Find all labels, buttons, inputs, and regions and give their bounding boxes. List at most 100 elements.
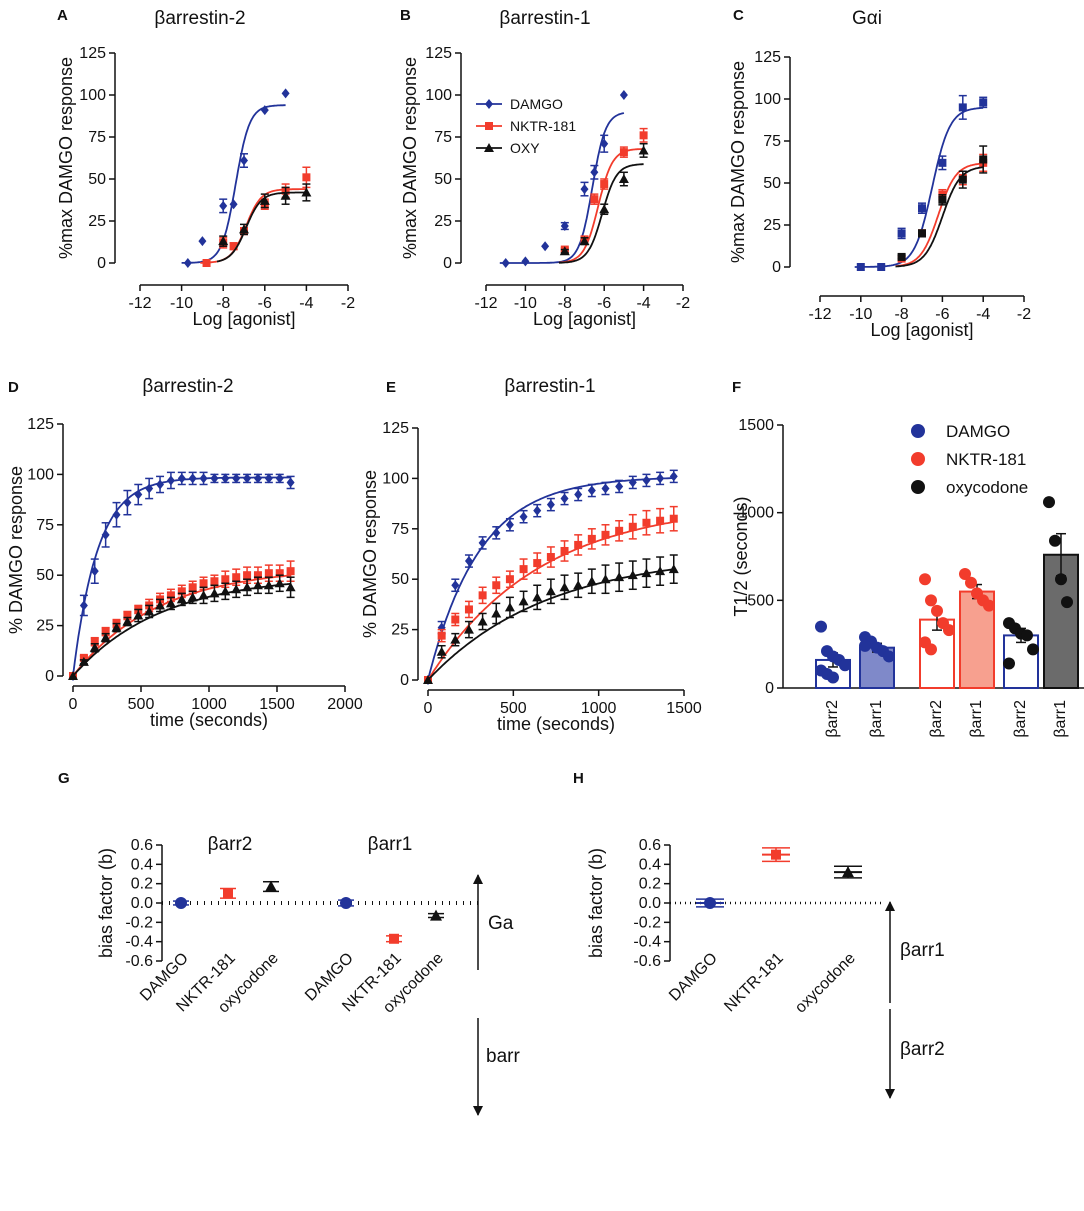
y-tick-label: -0.6 xyxy=(633,953,661,970)
x-tick-label: -2 xyxy=(1017,306,1031,323)
y-tick-label: 0.0 xyxy=(639,895,661,912)
data-point-DAMGO xyxy=(79,600,88,611)
data-point-oxycodone xyxy=(979,155,988,164)
x-tick-label: -10 xyxy=(170,295,193,312)
data-point-OXY xyxy=(641,568,652,578)
y-tick-label: 75 xyxy=(36,517,54,534)
fit-curve-NKTR-181 xyxy=(895,162,984,268)
panel-title: βarrestin-2 xyxy=(142,376,233,397)
panel-F: F 0 500 1000 1500 T1/2 (seconds) βarr2 βarr1 βar… xyxy=(731,379,1084,738)
data-point-OXY xyxy=(301,187,312,197)
data-point xyxy=(1043,496,1055,509)
data-point-DAMGO xyxy=(478,537,487,548)
y-tick-label: 125 xyxy=(382,420,409,437)
data-point-NKTR-181 xyxy=(590,195,599,204)
y-tick-label: -0.6 xyxy=(125,953,153,970)
panel-letter: H xyxy=(573,770,584,787)
data-point-NKTR-181 xyxy=(229,242,238,251)
data-point-DAMGO xyxy=(464,556,473,567)
panel-G: G -0.6 -0.4 -0.2 0.0 0.2 0.4 0.6 bias factor (b)… xyxy=(58,770,520,1116)
y-tick-label: 0.4 xyxy=(639,856,661,873)
x-axis-label: Log [agonist] xyxy=(533,309,636,329)
x-tick-label: -8 xyxy=(558,295,572,312)
y-tick-label: 0.0 xyxy=(131,895,153,912)
arrow-up-head xyxy=(885,901,895,911)
x-axis-label: time (seconds) xyxy=(497,714,615,734)
data-point-DAMGO xyxy=(243,473,252,484)
y-tick-label: 50 xyxy=(763,175,781,192)
y-tick-label: 500 xyxy=(747,592,774,609)
data-point xyxy=(931,604,943,617)
data-point-NKTR-181 xyxy=(619,148,628,157)
data-point-oxycodone xyxy=(938,195,947,204)
data-point-DAMGO xyxy=(574,489,583,500)
data-point-OXY xyxy=(176,594,187,604)
y-tick-label: 0.6 xyxy=(639,837,661,854)
x-tick-label: -12 xyxy=(808,306,831,323)
y-tick-label: -0.2 xyxy=(125,914,153,931)
data-point-DAMGO xyxy=(112,509,121,520)
y-tick-label: 75 xyxy=(391,521,409,538)
data-point-NKTR-181 xyxy=(464,605,473,614)
data-point-NKTR-181 xyxy=(232,573,241,582)
data-point-NKTR-181 xyxy=(123,611,132,620)
data-point-NKTR-181 xyxy=(202,259,211,267)
series-NKTR-181 xyxy=(69,560,295,680)
data-point-NKTR-181 xyxy=(221,575,230,584)
data-point xyxy=(1061,596,1073,609)
data-point-NKTR-181 xyxy=(771,849,781,860)
data-point-OXY xyxy=(436,646,447,656)
data-point-NKTR-181 xyxy=(492,581,501,590)
fit-curve-oxycodone xyxy=(895,166,984,268)
arrow-down-head xyxy=(885,1089,895,1099)
data-point-NKTR-181 xyxy=(302,173,311,182)
legend-label: DAMGO xyxy=(510,96,563,112)
data-point-oxycodone xyxy=(918,229,926,238)
data-point-OXY xyxy=(100,632,111,642)
data-point-OXY xyxy=(668,564,679,574)
series-DAMGO xyxy=(181,88,290,268)
legend-marker xyxy=(911,424,925,438)
panel-letter: E xyxy=(386,379,396,396)
data-point-DAMGO xyxy=(145,483,154,494)
y-axis-label: bias factor (b) xyxy=(586,848,606,958)
data-point-DAMGO xyxy=(642,475,651,486)
data-point-NKTR-181 xyxy=(389,933,399,944)
arrow-label-down: barr xyxy=(486,1046,520,1067)
x-tick-label: 500 xyxy=(500,700,527,717)
data-point-OXY xyxy=(231,584,242,594)
group-label: βarr1 xyxy=(368,834,413,855)
data-point xyxy=(959,568,971,581)
data-point-NKTR-181 xyxy=(574,540,583,549)
data-point-NKTR-181 xyxy=(286,567,295,576)
data-point-DAMGO xyxy=(183,258,192,268)
bar-NKTR-181 xyxy=(959,568,995,689)
fit-curve-DAMGO xyxy=(181,104,286,264)
panel-title: βarrestin-1 xyxy=(504,376,595,397)
data-point-DAMGO xyxy=(560,493,569,504)
data-point-OXY xyxy=(259,195,270,205)
data-point-OXY xyxy=(89,642,100,652)
y-tick-label: 50 xyxy=(434,171,452,188)
data-point-NKTR-181 xyxy=(642,518,651,527)
y-tick-label: 1500 xyxy=(738,417,774,434)
fit-curve-OXY xyxy=(558,163,644,264)
panel-letter: B xyxy=(400,7,411,24)
data-point-DAMGO xyxy=(560,221,569,232)
y-tick-label: 0.4 xyxy=(131,856,153,873)
data-point-oxycodone xyxy=(842,866,854,878)
arrow-up-head xyxy=(473,874,483,884)
x-tick-label: -12 xyxy=(128,295,151,312)
data-point-DAMGO xyxy=(519,511,528,522)
panel-letter: F xyxy=(732,379,741,396)
data-point-OXY xyxy=(559,246,570,256)
data-point-OXY xyxy=(122,616,133,626)
data-point-DAMGO xyxy=(210,473,219,484)
data-point-OXY xyxy=(165,598,176,608)
y-tick-label: 100 xyxy=(754,91,781,108)
data-point-OXY xyxy=(155,600,166,610)
data-point-OXY xyxy=(198,590,209,600)
y-tick-label: 1000 xyxy=(738,505,774,522)
data-point-DAMGO xyxy=(340,897,352,909)
